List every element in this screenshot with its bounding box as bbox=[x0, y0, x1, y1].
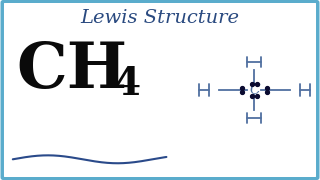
Text: 4: 4 bbox=[114, 65, 141, 103]
FancyBboxPatch shape bbox=[2, 1, 318, 179]
Text: Lewis Structure: Lewis Structure bbox=[81, 9, 239, 27]
Text: CH: CH bbox=[16, 40, 127, 101]
Text: C: C bbox=[249, 83, 260, 97]
